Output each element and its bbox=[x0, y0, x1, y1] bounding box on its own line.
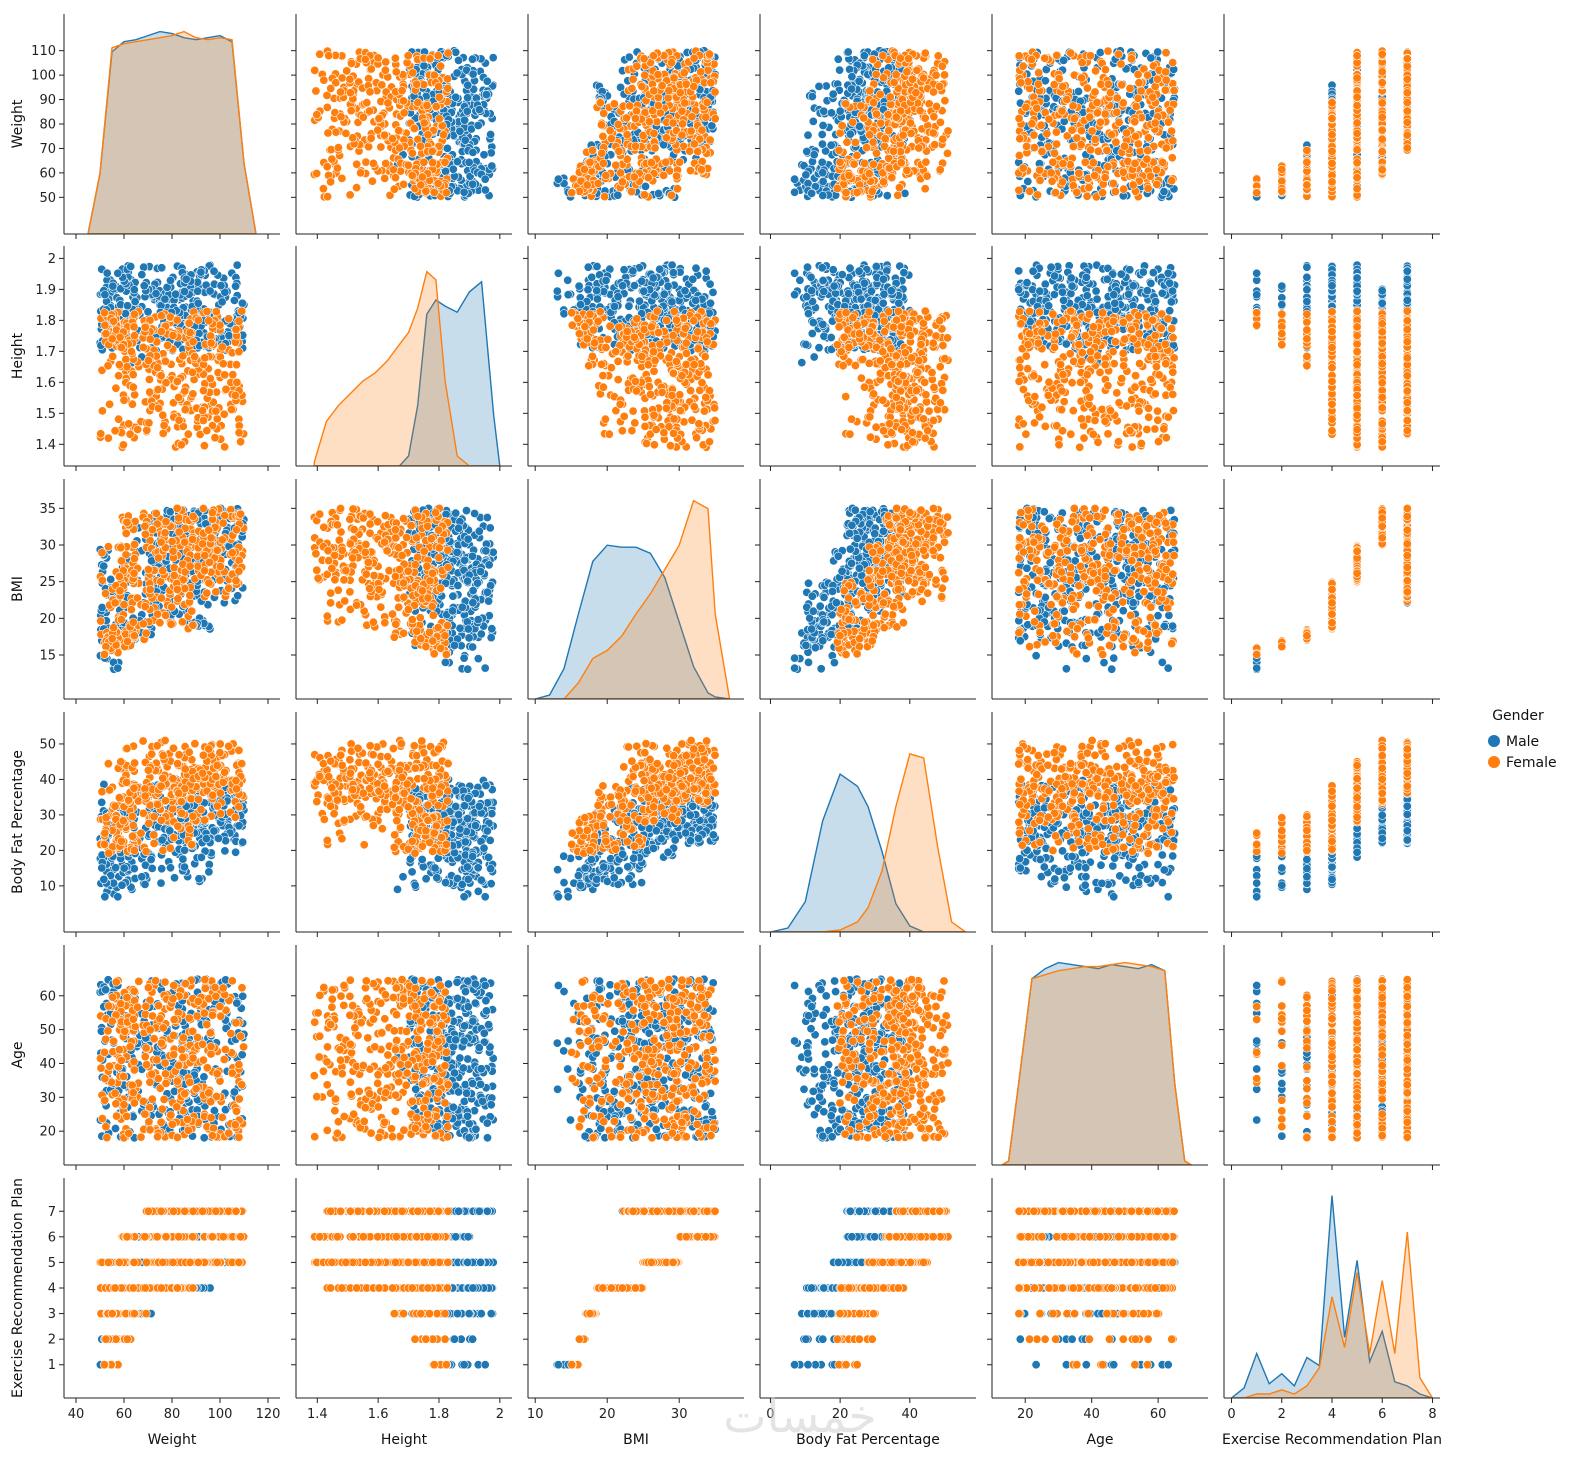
point-male bbox=[454, 56, 462, 64]
point-male bbox=[468, 55, 476, 63]
point-male bbox=[420, 62, 428, 70]
point-female bbox=[334, 143, 342, 151]
point-female bbox=[382, 58, 390, 66]
point-male bbox=[474, 121, 482, 129]
point-female bbox=[409, 69, 417, 77]
pairplot-figure: 50607080901001101.41.51.61.71.81.9215202… bbox=[0, 0, 1590, 1476]
panel-0-1 bbox=[291, 14, 512, 239]
point-male bbox=[489, 53, 497, 61]
y-tick-label: 50 bbox=[39, 191, 56, 206]
point-female bbox=[410, 124, 418, 132]
point-female bbox=[366, 88, 374, 96]
point-female bbox=[420, 158, 428, 166]
point-female bbox=[347, 59, 355, 67]
point-female bbox=[432, 102, 440, 110]
point-female bbox=[408, 149, 416, 157]
point-female bbox=[338, 174, 346, 182]
point-female bbox=[367, 134, 375, 142]
point-female bbox=[313, 169, 321, 177]
point-male bbox=[481, 175, 489, 183]
kde-female-weight bbox=[88, 32, 256, 234]
y-tick-label: 100 bbox=[31, 69, 56, 84]
point-male bbox=[465, 158, 473, 166]
point-female bbox=[323, 192, 331, 200]
point-male bbox=[453, 69, 461, 77]
y-tick-label: 60 bbox=[39, 166, 56, 181]
y-tick-label: 110 bbox=[31, 44, 56, 59]
point-female bbox=[320, 76, 328, 84]
panel-grid: 50607080901001101.41.51.61.71.81.9215202… bbox=[10, 14, 1442, 1448]
y-tick-label: 90 bbox=[39, 93, 56, 108]
point-male bbox=[463, 107, 471, 115]
point-female bbox=[377, 143, 385, 151]
point-female bbox=[381, 174, 389, 182]
point-male bbox=[488, 162, 496, 170]
point-male bbox=[452, 93, 460, 101]
point-male bbox=[443, 144, 451, 152]
point-female bbox=[313, 110, 321, 118]
point-male bbox=[469, 148, 477, 156]
point-male bbox=[469, 70, 477, 78]
point-male bbox=[482, 90, 490, 98]
point-female bbox=[384, 99, 392, 107]
point-female bbox=[436, 62, 444, 70]
point-male bbox=[486, 130, 494, 138]
point-male bbox=[483, 77, 491, 85]
point-female bbox=[389, 166, 397, 174]
point-female bbox=[399, 97, 407, 105]
point-female bbox=[439, 131, 447, 139]
point-female bbox=[337, 113, 345, 121]
point-female bbox=[312, 87, 320, 95]
point-female bbox=[368, 177, 376, 185]
point-female bbox=[332, 128, 340, 136]
point-female bbox=[362, 158, 370, 166]
point-female bbox=[356, 169, 364, 177]
point-male bbox=[461, 136, 469, 144]
point-female bbox=[374, 54, 382, 62]
point-male bbox=[475, 105, 483, 113]
panel-0-0: 50 60 70 80 90 100 110 bbox=[31, 14, 280, 239]
point-male bbox=[480, 151, 488, 159]
point-female bbox=[311, 66, 319, 74]
point-female bbox=[381, 66, 389, 74]
point-female bbox=[382, 159, 390, 167]
point-female bbox=[364, 143, 372, 151]
point-male bbox=[453, 157, 461, 165]
point-male bbox=[468, 180, 476, 188]
point-female bbox=[319, 185, 327, 193]
point-male bbox=[463, 94, 471, 102]
point-female bbox=[430, 71, 438, 79]
point-female bbox=[346, 191, 354, 199]
point-female bbox=[323, 163, 331, 171]
point-female bbox=[390, 185, 398, 193]
point-male bbox=[449, 165, 457, 173]
point-male bbox=[456, 127, 464, 135]
point-male bbox=[481, 186, 489, 194]
point-male bbox=[460, 188, 468, 196]
point-male bbox=[464, 81, 472, 89]
point-female bbox=[443, 75, 451, 83]
point-female bbox=[323, 103, 331, 111]
point-male bbox=[460, 116, 468, 124]
point-female bbox=[399, 180, 407, 188]
point-male bbox=[452, 48, 460, 56]
point-female bbox=[333, 164, 341, 172]
y-tick-label: 80 bbox=[39, 118, 56, 133]
y-tick-label: 70 bbox=[39, 142, 56, 157]
point-female bbox=[444, 84, 452, 92]
point-female bbox=[434, 52, 442, 60]
